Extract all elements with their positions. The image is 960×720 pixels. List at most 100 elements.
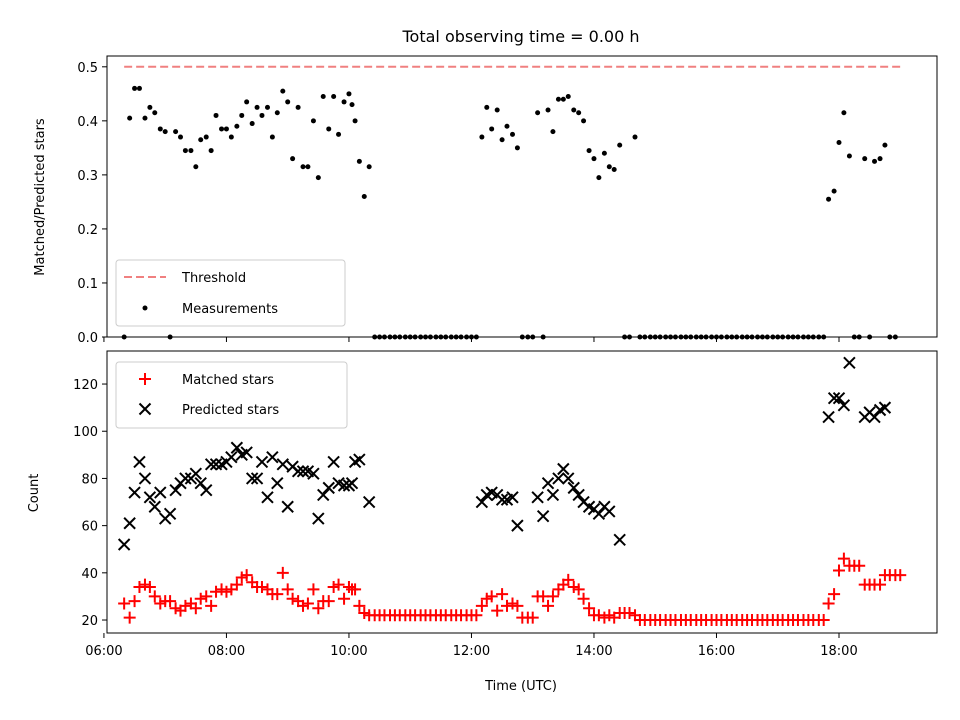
top-plot-frame — [106, 55, 938, 338]
measurement-point — [249, 121, 255, 127]
predicted-star-point — [345, 476, 359, 490]
predicted-star-point — [878, 401, 892, 414]
measurement-point — [162, 129, 168, 135]
measurement-point — [320, 94, 326, 100]
matched-star-point — [572, 583, 585, 596]
measurements-legend-label: Measurements — [182, 302, 278, 317]
measurement-point — [280, 88, 286, 94]
measurement-point — [213, 112, 219, 118]
matched-star-point — [485, 590, 498, 603]
predicted-star-point — [169, 484, 182, 497]
measurement-point — [560, 96, 566, 102]
bottom-y-tick-label: 100 — [73, 425, 98, 440]
measurement-point — [510, 131, 516, 137]
predicted-star-point — [337, 479, 351, 492]
measurement-point — [132, 85, 138, 91]
top-y-axis-label: Matched/Predicted stars — [33, 118, 48, 276]
predicted-star-point — [245, 472, 259, 485]
measurement-point — [611, 166, 617, 172]
measurement-point — [315, 175, 321, 181]
matched-star-point — [623, 606, 636, 619]
measurement-point — [136, 85, 142, 91]
predicted-star-point — [154, 486, 167, 499]
measurement-point — [862, 156, 868, 162]
predicted-star-point — [531, 491, 544, 504]
measurement-point — [565, 94, 571, 100]
predicted-star-point — [291, 465, 305, 478]
matched-star-point — [562, 573, 575, 586]
matched-star-point — [470, 609, 483, 622]
measurement-point — [596, 175, 602, 181]
measurement-point — [188, 148, 194, 154]
predicted-star-point — [536, 509, 550, 523]
chart-title: Total observing time = 0.00 h — [401, 27, 639, 46]
measurement-point — [305, 164, 311, 170]
measurement-point — [550, 129, 556, 135]
bottom-y-tick-label: 40 — [81, 567, 98, 582]
measurement-point — [882, 142, 888, 148]
matched-star-point — [353, 599, 366, 612]
predicted-star-point — [327, 455, 340, 469]
predicted-star-point — [832, 391, 846, 405]
x-tick-label: 12:00 — [453, 644, 490, 659]
predicted-star-point — [837, 399, 851, 412]
x-tick-label: 18:00 — [820, 644, 857, 659]
matched-star-point — [179, 599, 192, 612]
x-tick-label: 16:00 — [698, 644, 735, 659]
measurement-point — [182, 148, 188, 154]
matched-star-point — [526, 611, 539, 624]
predicted-star-point — [117, 538, 131, 551]
measurement-point — [157, 126, 163, 132]
predicted-star-point — [163, 507, 177, 521]
top-y-tick-label: 0.0 — [77, 331, 98, 346]
bottom-y-tick-label: 60 — [81, 520, 98, 535]
measurement-point — [555, 96, 561, 102]
top-legend-frame — [115, 259, 346, 327]
top-y-tick-label: 0.5 — [77, 61, 98, 76]
bottom-plot: 20 40 60 80 100 120 06:00 08:00 10:00 12:00 14:00 1… — [73, 350, 938, 659]
top-legend: Threshold Measurements — [115, 259, 346, 327]
predicted-star-point — [475, 495, 489, 509]
matched-star-point — [338, 592, 351, 605]
predicted-star-point — [138, 472, 152, 485]
predicted-star-point — [194, 476, 207, 490]
measurement-point — [127, 115, 133, 121]
predicted-star-point — [603, 505, 616, 518]
predicted-legend-label: Predicted stars — [182, 403, 279, 418]
measurement-point — [203, 134, 209, 140]
predicted-star-point — [557, 462, 570, 476]
measurement-point — [872, 158, 878, 164]
measurement-point — [239, 112, 245, 118]
predicted-star-point — [271, 476, 284, 490]
predicted-star-point — [296, 465, 310, 478]
matched-star-point — [281, 583, 294, 596]
bottom-y-axis-label: Count — [27, 474, 42, 513]
measurement-point — [617, 142, 623, 148]
measurement-point — [290, 156, 296, 162]
measurement-point — [219, 126, 225, 132]
measurement-point — [193, 164, 199, 170]
measurement-point — [504, 123, 510, 129]
matched-legend-label: Matched stars — [182, 373, 274, 388]
measurement-point — [606, 164, 612, 170]
matched-star-point — [577, 592, 590, 605]
measurement-point — [198, 137, 204, 143]
matched-legend-marker — [139, 373, 151, 385]
matched-star-point — [592, 609, 605, 622]
predicted-star-point — [511, 519, 524, 532]
predicted-star-point — [495, 493, 509, 506]
matched-star-point — [205, 599, 218, 612]
measurement-point — [831, 188, 837, 194]
measurement-point — [274, 110, 280, 116]
measurement-point — [826, 196, 832, 202]
matched-star-point — [822, 597, 835, 610]
matched-star-point — [301, 597, 314, 610]
measurement-point — [228, 134, 234, 140]
measurement-point — [285, 99, 291, 105]
matched-star-point — [874, 578, 887, 591]
x-tick-label: 10:00 — [330, 644, 367, 659]
predicted-star-point — [276, 458, 290, 471]
matched-star-point — [118, 597, 131, 610]
matched-star-point — [133, 580, 146, 593]
